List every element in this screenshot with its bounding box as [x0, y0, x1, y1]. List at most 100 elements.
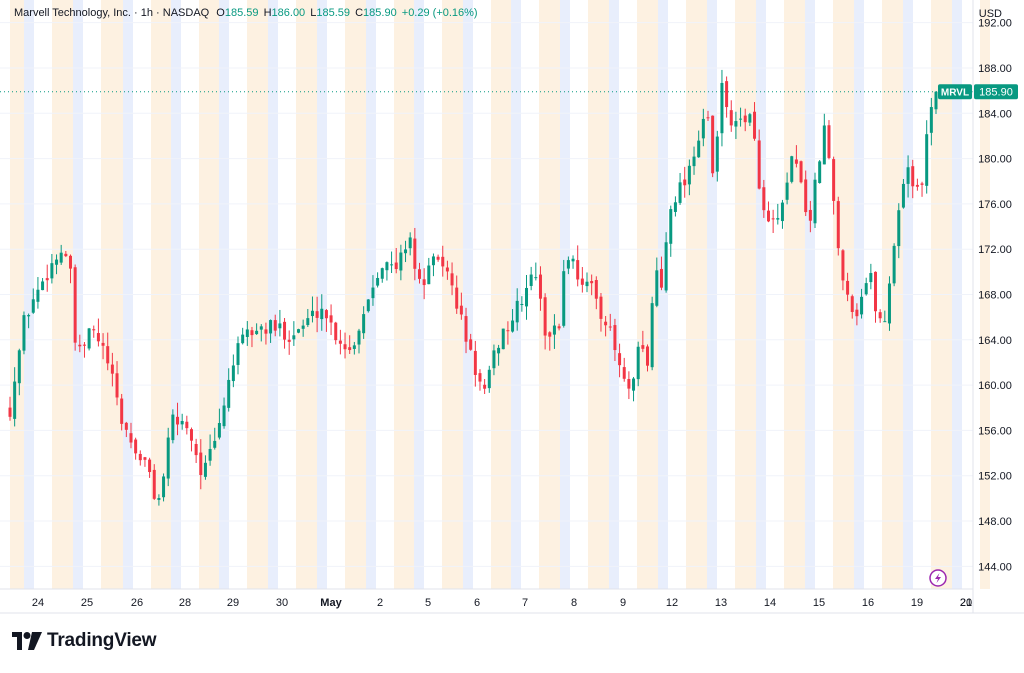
candle-body [366, 299, 370, 312]
candle-body [96, 333, 100, 342]
x-tick-label: 15 [813, 597, 825, 609]
candle-body [753, 111, 757, 139]
candle-body [822, 125, 826, 165]
y-tick-label: 184.00 [978, 108, 1012, 120]
candle-body [683, 179, 687, 186]
candle-body [245, 329, 249, 337]
currency-label[interactable]: USD [978, 8, 1002, 20]
price-tag: MRVL 185.90 [938, 84, 1018, 100]
candle-body [599, 296, 603, 319]
candle-body [273, 320, 277, 331]
candle-body [208, 448, 212, 461]
candle-body [525, 287, 529, 307]
premarket-band [980, 0, 990, 589]
candle-body [645, 346, 649, 366]
candle-body [836, 201, 840, 249]
candle-body [371, 287, 375, 299]
candle-body [129, 433, 133, 443]
candle-body [404, 249, 408, 254]
candle-body [148, 459, 152, 473]
candle-body [13, 381, 17, 419]
candle-body [655, 270, 659, 306]
candle-body [45, 278, 49, 281]
x-tick-label: 28 [179, 597, 191, 609]
candle-body [841, 250, 845, 281]
candle-body [473, 350, 477, 375]
x-tick-label: 16 [862, 597, 874, 609]
candle-body [417, 269, 421, 279]
tradingview-brand[interactable]: TradingView [12, 630, 157, 652]
symbol-description[interactable]: Marvell Technology, Inc. · 1h · NASDAQ [14, 7, 210, 19]
candle-body [887, 283, 891, 324]
candle-body [818, 161, 822, 183]
candle-body [50, 263, 54, 279]
candle-body [855, 309, 859, 317]
candle-body [915, 184, 919, 187]
candle-body [562, 271, 566, 326]
x-tick-label: May [320, 597, 342, 609]
candle-body [31, 299, 35, 313]
candle-body [17, 350, 21, 384]
candle-body [766, 210, 770, 222]
candle-body [585, 281, 589, 287]
close-label: C [355, 7, 364, 19]
candle-body [436, 256, 440, 260]
candle-body [68, 255, 72, 269]
candle-body [692, 156, 696, 167]
candle-body [785, 182, 789, 200]
candle-body [213, 440, 217, 448]
candle-body [492, 350, 496, 369]
candle-body [394, 262, 398, 270]
candle-body [874, 271, 878, 312]
candle-body [36, 289, 40, 302]
y-tick-label: 164.00 [978, 335, 1012, 347]
candle-body [734, 121, 738, 127]
candle-body [320, 308, 324, 320]
candle-body [483, 384, 487, 389]
candle-body [827, 125, 831, 158]
candle-body [231, 365, 235, 382]
candle-body [808, 209, 812, 221]
candle-body [445, 267, 449, 272]
y-tick-label: 160.00 [978, 380, 1012, 392]
candle-body [715, 136, 719, 172]
high-value: 186.00 [271, 7, 306, 19]
candle-body [650, 303, 654, 368]
candle-body [166, 437, 170, 479]
candle-body [78, 344, 82, 347]
y-tick-label: 152.00 [978, 471, 1012, 483]
candle-body [799, 161, 803, 183]
candle-body [292, 335, 296, 340]
low-label: L [310, 7, 317, 19]
x-tick-label: 5 [425, 597, 431, 609]
candle-body [678, 182, 682, 203]
candle-body [911, 166, 915, 187]
x-tick-label: 25 [81, 597, 93, 609]
candle-body [441, 256, 445, 267]
candle-body [310, 310, 314, 317]
candle-body [720, 82, 724, 134]
candle-body [934, 91, 938, 110]
y-tick-label: 148.00 [978, 516, 1012, 528]
candle-body [608, 326, 612, 328]
lightning-icon[interactable] [929, 569, 947, 587]
candle-body [269, 320, 273, 334]
candle-body [176, 416, 180, 425]
candle-body [552, 325, 556, 335]
candle-body [925, 134, 929, 186]
candle-body [641, 345, 645, 349]
candle-body [776, 218, 780, 220]
candle-body [901, 183, 905, 208]
candle-body [413, 238, 417, 269]
x-tick-label: 29 [227, 597, 239, 609]
y-tick-label: 172.00 [978, 244, 1012, 256]
candle-body [338, 340, 342, 344]
candle-body [869, 273, 873, 283]
candle-body [143, 457, 147, 460]
tradingview-logo-icon [12, 632, 42, 650]
candle-body [794, 159, 798, 164]
candle-body [604, 321, 608, 326]
